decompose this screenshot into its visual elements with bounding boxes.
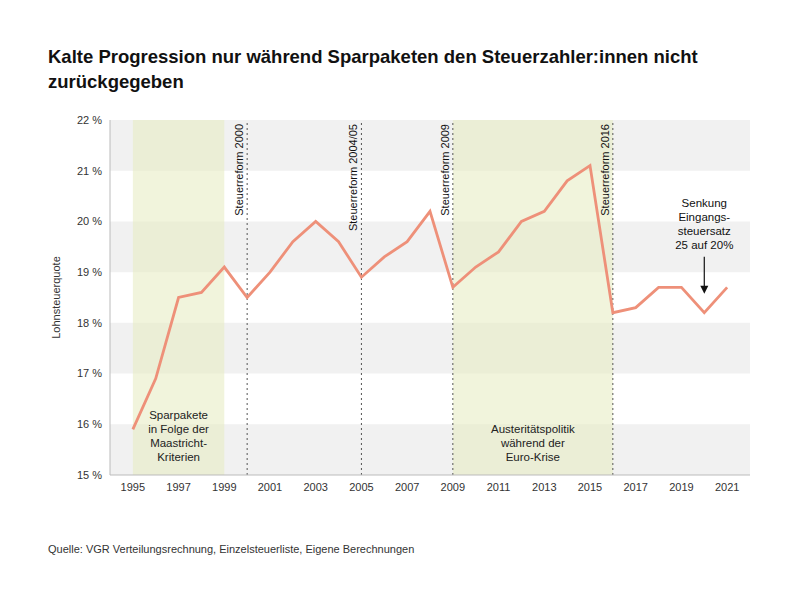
svg-text:SenkungEingangs-steuersatz25 a: SenkungEingangs-steuersatz25 auf 20% (675, 197, 733, 251)
svg-text:20 %: 20 % (77, 215, 102, 227)
svg-text:1999: 1999 (212, 481, 236, 493)
svg-text:1997: 1997 (166, 481, 190, 493)
svg-text:2019: 2019 (669, 481, 693, 493)
html-text:Quelle: VGR Verteilungsrechnun: Quelle: VGR Verteilungsrechnung, Einzels… (48, 543, 415, 555)
svg-text:Austeritätspolitikwährend derE: Austeritätspolitikwährend derEuro-Krise (491, 423, 575, 463)
svg-text:2007: 2007 (395, 481, 419, 493)
svg-text:2021: 2021 (715, 481, 739, 493)
svg-text:2011: 2011 (487, 481, 511, 493)
svg-text:Steuerreform 2016: Steuerreform 2016 (599, 124, 611, 216)
svg-text:19 %: 19 % (77, 266, 102, 278)
svg-text:2009: 2009 (441, 481, 465, 493)
svg-text:Lohnsteuerquote: Lohnsteuerquote (50, 256, 62, 339)
svg-text:2003: 2003 (303, 481, 327, 493)
svg-text:2015: 2015 (578, 481, 602, 493)
svg-text:17 %: 17 % (77, 367, 102, 379)
svg-text:Sparpaketein Folge derMaastric: Sparpaketein Folge derMaastricht-Kriteri… (148, 409, 209, 463)
svg-text:Steuerreform 2009: Steuerreform 2009 (439, 124, 451, 216)
svg-text:18 %: 18 % (77, 317, 102, 329)
html-text:Kalte Progression nur während: Kalte Progression nur während Sparpakete… (48, 46, 698, 92)
svg-text:2017: 2017 (623, 481, 647, 493)
svg-text:1995: 1995 (121, 481, 145, 493)
svg-text:16 %: 16 % (77, 418, 102, 430)
svg-text:2005: 2005 (349, 481, 373, 493)
svg-text:22 %: 22 % (77, 114, 102, 126)
svg-text:21 %: 21 % (77, 165, 102, 177)
svg-text:Steuerreform 2004/05: Steuerreform 2004/05 (347, 124, 359, 231)
svg-text:15 %: 15 % (77, 469, 102, 481)
svg-text:Steuerreform 2000: Steuerreform 2000 (233, 124, 245, 216)
svg-text:2001: 2001 (258, 481, 282, 493)
svg-text:2013: 2013 (532, 481, 556, 493)
